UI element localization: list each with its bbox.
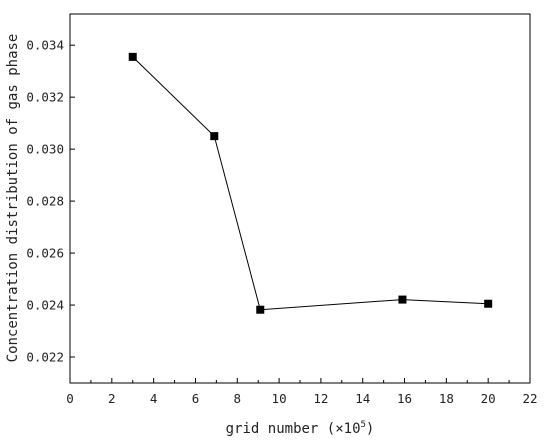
x-tick-label: 20 <box>481 391 496 406</box>
data-point-marker <box>398 295 407 304</box>
data-point-marker <box>210 132 219 141</box>
y-tick-label: 0.034 <box>26 38 64 53</box>
x-tick-label: 12 <box>313 391 328 406</box>
x-tick-label: 18 <box>439 391 454 406</box>
y-axis-ticks: 0.022 0.024 0.026 0.028 0.030 0.032 0.034 <box>26 38 75 365</box>
x-tick-label: 0 <box>66 391 74 406</box>
y-tick-label: 0.028 <box>26 194 64 209</box>
x-axis-ticks: 0 2 4 6 8 10 12 14 16 18 20 22 <box>66 378 538 406</box>
x-tick-label: 14 <box>355 391 370 406</box>
x-tick-label: 10 <box>272 391 287 406</box>
x-tick-label: 4 <box>150 391 158 406</box>
y-tick-label: 0.032 <box>26 90 64 105</box>
x-axis-title: grid number (×105) <box>226 420 375 437</box>
x-tick-label: 8 <box>234 391 242 406</box>
x-axis-title-suffix: ) <box>366 421 374 437</box>
y-axis-title: Concentration distribution of gas phase <box>5 34 21 363</box>
series-line <box>132 56 489 311</box>
x-tick-label: 2 <box>108 391 116 406</box>
data-point-marker <box>128 52 137 61</box>
x-tick-label: 6 <box>192 391 200 406</box>
x-tick-label: 22 <box>522 391 537 406</box>
x-axis-title-text: grid number (×10 <box>226 421 361 437</box>
data-point-marker <box>484 299 493 308</box>
y-tick-label: 0.022 <box>26 350 64 365</box>
y-tick-label: 0.030 <box>26 142 64 157</box>
plot-area-frame <box>69 13 531 384</box>
series-layer <box>128 52 493 314</box>
x-tick-label: 16 <box>397 391 412 406</box>
y-tick-label: 0.024 <box>26 298 64 313</box>
data-point-marker <box>256 305 265 314</box>
y-tick-label: 0.026 <box>26 246 64 261</box>
x-axis-title-exponent: 5 <box>361 420 366 430</box>
